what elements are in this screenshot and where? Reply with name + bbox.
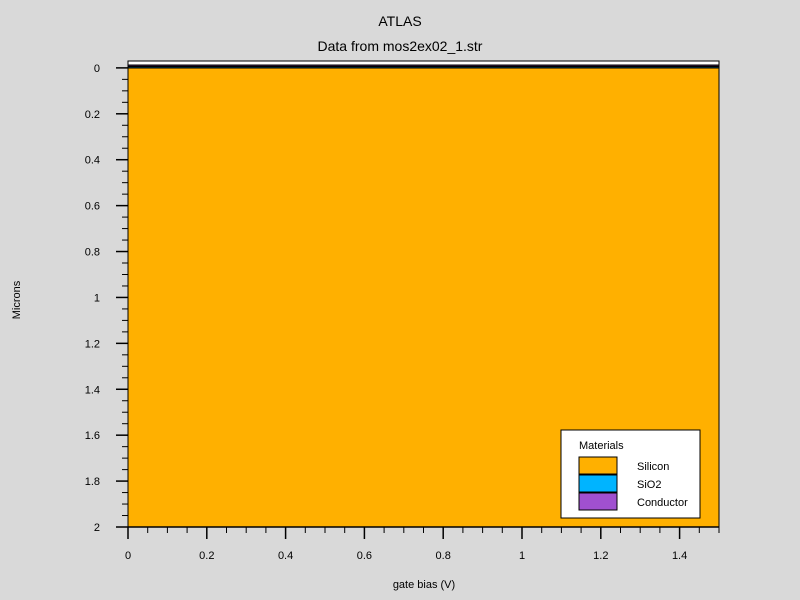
y-tick-label: 1 xyxy=(94,292,100,304)
legend-swatch-conductor xyxy=(578,492,618,511)
y-tick-label: 1.8 xyxy=(85,476,100,488)
x-tick-label: 1 xyxy=(519,550,525,562)
legend-label-silicon: Silicon xyxy=(637,461,669,473)
x-axis-label: gate bias (V) xyxy=(393,579,455,591)
legend: Materials Silicon SiO2 Conductor xyxy=(560,429,701,519)
y-tick-label: 0.6 xyxy=(85,201,100,213)
legend-label-sio2: SiO2 xyxy=(637,479,661,491)
legend-label-conductor: Conductor xyxy=(637,497,688,509)
legend-title: Materials xyxy=(579,440,624,452)
x-tick-label: 0.6 xyxy=(357,550,372,562)
y-tick-label: 0 xyxy=(94,63,100,75)
chart-title: ATLAS xyxy=(378,13,421,29)
x-tick-label: 0.4 xyxy=(278,550,293,562)
x-tick-label: 1.2 xyxy=(593,550,608,562)
y-axis: 0 0.2 0.4 0.6 0.8 1 1.2 1.4 1.6 1.8 2 xyxy=(85,63,128,534)
x-tick-label: 1.4 xyxy=(672,550,687,562)
legend-swatch-sio2 xyxy=(578,474,618,493)
legend-swatch-silicon xyxy=(578,456,618,475)
y-tick-label: 0.8 xyxy=(85,247,100,259)
y-tick-label: 2 xyxy=(94,522,100,534)
y-tick-label: 1.2 xyxy=(85,338,100,350)
y-tick-label: 0.2 xyxy=(85,109,100,121)
y-tick-label: 1.4 xyxy=(85,384,100,396)
y-tick-label: 1.6 xyxy=(85,430,100,442)
x-tick-label: 0.8 xyxy=(436,550,451,562)
chart-subtitle: Data from mos2ex02_1.str xyxy=(318,38,483,54)
y-axis-label: Microns xyxy=(11,280,23,319)
x-axis: 0 0.2 0.4 0.6 0.8 1 1.2 1.4 xyxy=(125,526,720,562)
y-tick-label: 0.4 xyxy=(85,155,100,167)
x-tick-label: 0 xyxy=(125,550,131,562)
x-tick-label: 0.2 xyxy=(199,550,214,562)
